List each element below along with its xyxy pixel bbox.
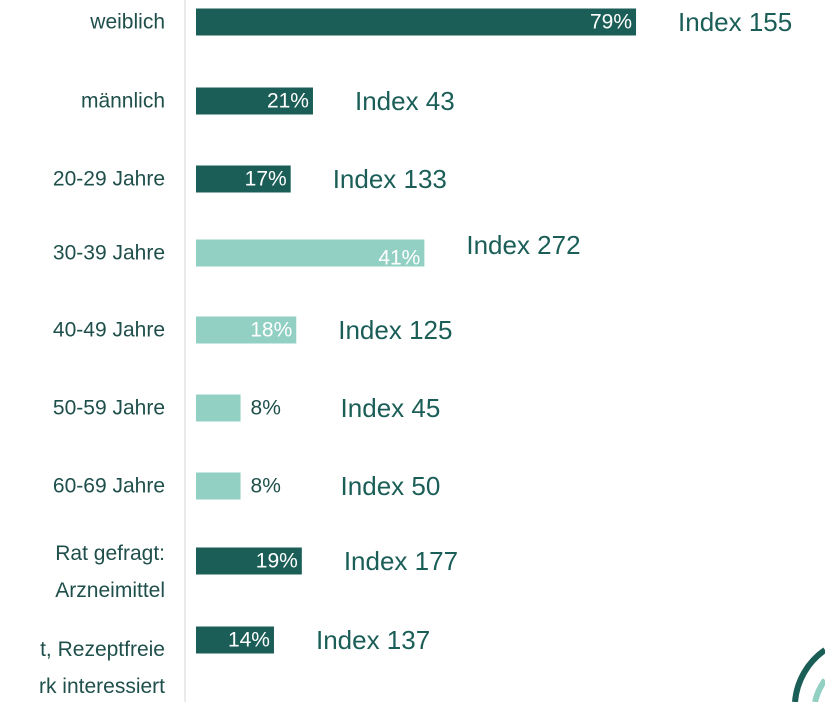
annotation: Index 133 bbox=[333, 164, 447, 194]
chart: 79% Index 155 21% Index 43 17% Index 133 41% In… bbox=[0, 0, 825, 702]
value-label: 8% bbox=[251, 475, 281, 498]
value-label: 17% bbox=[245, 168, 287, 191]
category-label: weiblich bbox=[90, 4, 165, 41]
category-label: 50-59 Jahre bbox=[53, 390, 165, 427]
category-label: 20-29 Jahre bbox=[53, 161, 165, 198]
value-label: 21% bbox=[267, 90, 309, 113]
value-label: 8% bbox=[251, 397, 281, 420]
category-label: Rat gefragt: Arzneimittel bbox=[55, 535, 165, 609]
annotation: Index 155 bbox=[678, 7, 792, 37]
annotation: Index 45 bbox=[341, 393, 441, 423]
decoration bbox=[815, 680, 825, 702]
bar bbox=[196, 9, 636, 36]
bar bbox=[196, 395, 241, 422]
annotation: Index 177 bbox=[344, 546, 458, 576]
value-label: 14% bbox=[228, 629, 270, 652]
bar bbox=[196, 473, 241, 500]
category-label: 30-39 Jahre bbox=[53, 235, 165, 272]
category-label: 60-69 Jahre bbox=[53, 468, 165, 505]
value-label: 18% bbox=[250, 319, 292, 342]
category-label: männlich bbox=[81, 83, 165, 120]
annotation: Index 125 bbox=[338, 315, 452, 345]
annotation: Index 272 bbox=[466, 230, 580, 260]
category-label: t, Rezeptfreie rk interessiert bbox=[39, 631, 165, 702]
value-label: 19% bbox=[256, 550, 298, 573]
value-label: 79% bbox=[590, 11, 632, 34]
annotation: Index 137 bbox=[316, 625, 430, 655]
annotation: Index 43 bbox=[355, 86, 455, 116]
category-label: 40-49 Jahre bbox=[53, 312, 165, 349]
annotation: Index 50 bbox=[341, 471, 441, 501]
value-label: 41% bbox=[378, 247, 420, 270]
